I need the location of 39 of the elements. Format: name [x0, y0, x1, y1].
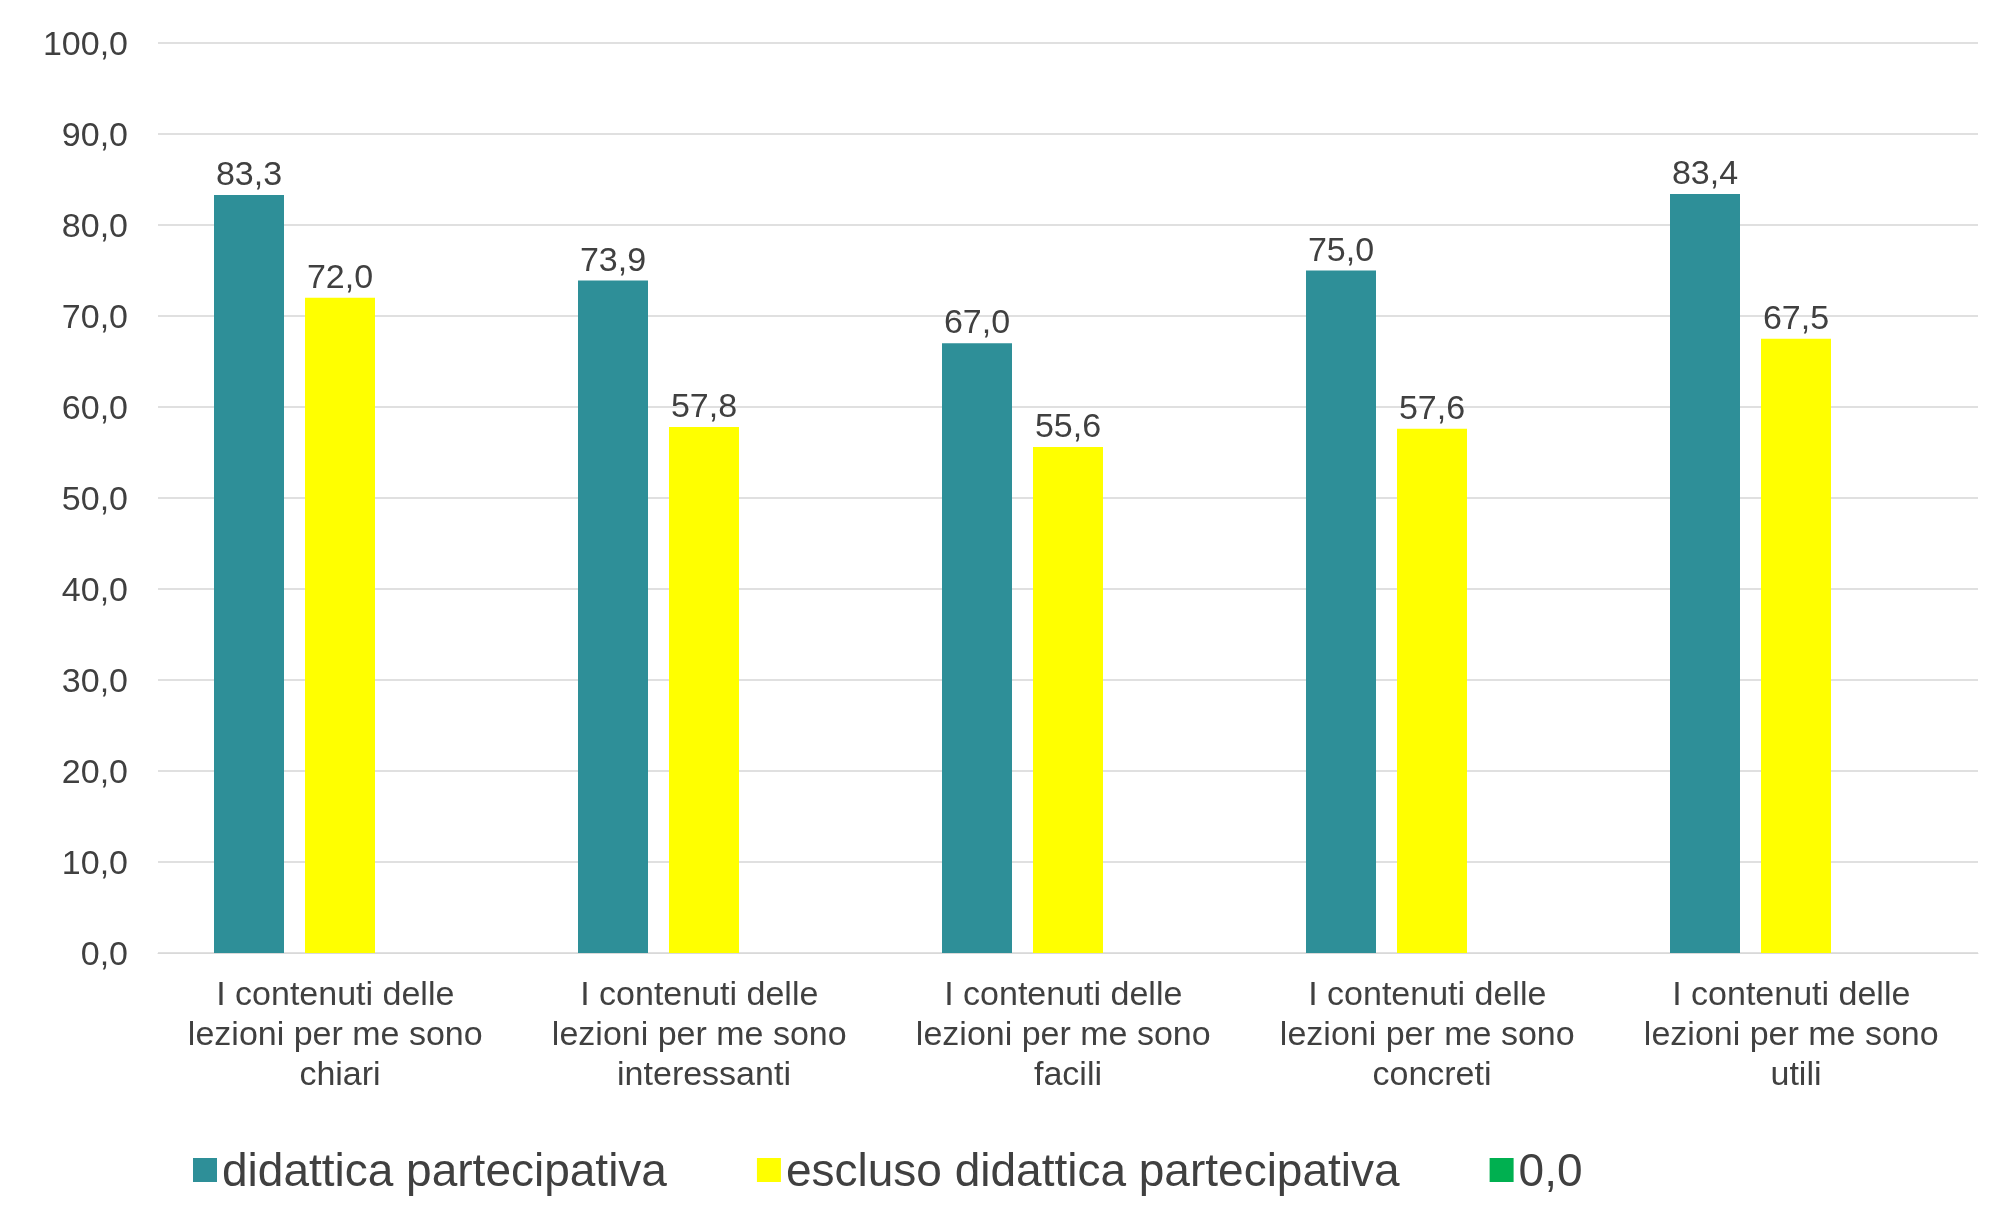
- data-label: 83,4: [1671, 153, 1739, 192]
- bar: [305, 297, 375, 953]
- bar: [1033, 447, 1103, 953]
- bar: [669, 427, 739, 953]
- bar: [214, 194, 284, 953]
- bar: [1397, 428, 1467, 953]
- data-label: 67,0: [943, 302, 1011, 341]
- y-tick-label: 80,0: [61, 206, 128, 244]
- x-tick-label: I contenuti delle lezioni per me sono facili: [915, 974, 1221, 1092]
- legend-label: 0,0: [1518, 1144, 1583, 1196]
- x-tick-label: I contenuti delle lezioni per me sono concreti: [1279, 974, 1585, 1092]
- legend-label: didattica partecipativa: [222, 1144, 668, 1196]
- x-tick-label: I contenuti delle lezioni per me sono chiari: [187, 974, 493, 1092]
- data-label: 72,0: [306, 256, 374, 295]
- y-tick-label: 70,0: [61, 297, 128, 335]
- data-label: 57,8: [670, 386, 738, 425]
- data-label: 57,6: [1398, 387, 1466, 426]
- y-tick-label: 10,0: [61, 843, 128, 881]
- bar: [1306, 270, 1376, 953]
- y-tick-label: 20,0: [61, 752, 128, 790]
- bar: [1761, 338, 1831, 953]
- y-tick-label: 0,0: [80, 934, 128, 972]
- bar: [1670, 194, 1740, 953]
- y-tick-label: 40,0: [61, 570, 128, 608]
- data-label: 83,3: [215, 153, 283, 192]
- y-tick-label: 30,0: [61, 661, 128, 699]
- data-label: 55,6: [1034, 406, 1102, 445]
- x-tick-label: I contenuti delle lezioni per me sono interessanti: [551, 974, 857, 1092]
- bar: [578, 280, 648, 953]
- data-label: 75,0: [1307, 229, 1375, 268]
- data-label: 67,5: [1762, 297, 1830, 336]
- data-label: 73,9: [579, 239, 647, 278]
- y-tick-label: 90,0: [61, 115, 128, 153]
- bar: [942, 343, 1012, 953]
- legend-label: escluso didattica partecipativa: [785, 1144, 1401, 1196]
- y-tick-label: 50,0: [61, 479, 128, 517]
- y-tick-label: 60,0: [61, 388, 128, 426]
- y-tick-label: 100,0: [42, 24, 128, 62]
- x-tick-label: I contenuti delle lezioni per me sono utili: [1643, 974, 1949, 1092]
